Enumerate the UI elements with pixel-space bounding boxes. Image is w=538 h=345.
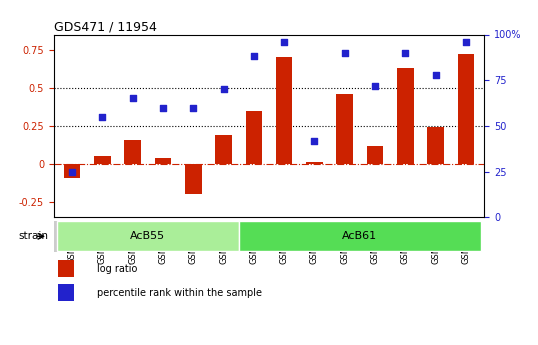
Text: percentile rank within the sample: percentile rank within the sample [97, 288, 262, 298]
Text: GDS471 / 11954: GDS471 / 11954 [54, 20, 157, 33]
Bar [57, 221, 239, 251]
Bar [58, 260, 74, 277]
Point [341, 50, 349, 56]
Text: AcB61: AcB61 [342, 231, 378, 241]
Point [250, 54, 258, 59]
Bar [427, 127, 444, 164]
Text: strain: strain [18, 231, 48, 241]
Bar [306, 162, 323, 164]
Bar [58, 284, 74, 301]
Point [462, 39, 470, 45]
Point [431, 72, 440, 78]
Point [280, 39, 288, 45]
Bar [276, 57, 293, 164]
Point [371, 83, 379, 88]
Text: log ratio: log ratio [97, 264, 137, 274]
Bar [185, 164, 202, 195]
Point [219, 87, 228, 92]
Bar [245, 111, 262, 164]
Point [310, 138, 319, 143]
Bar [397, 68, 414, 164]
Bar [215, 135, 232, 164]
Point [128, 96, 137, 101]
Bar [94, 156, 111, 164]
Bar [336, 94, 353, 164]
Bar [239, 221, 481, 251]
Bar [458, 54, 475, 164]
Point [68, 169, 76, 175]
Bar [124, 140, 141, 164]
Point [401, 50, 410, 56]
Point [98, 114, 107, 120]
Bar [154, 158, 171, 164]
Bar [367, 146, 384, 164]
Text: AcB55: AcB55 [130, 231, 165, 241]
Bar [63, 164, 80, 178]
Point [159, 105, 167, 110]
Point [189, 105, 197, 110]
